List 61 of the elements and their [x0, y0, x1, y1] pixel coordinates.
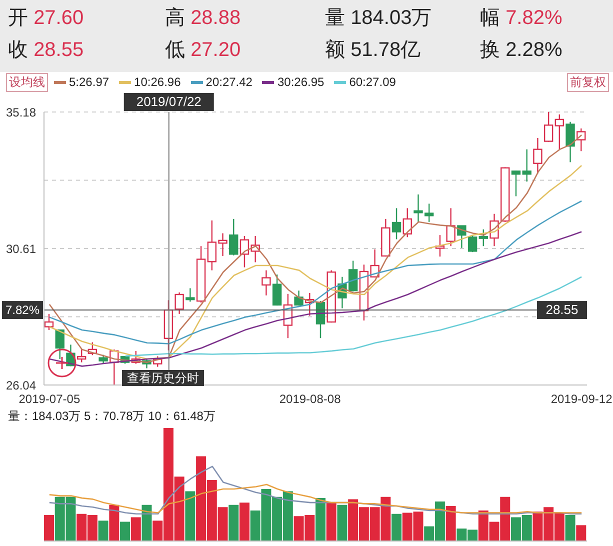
candlestick [272, 274, 282, 306]
candlestick [262, 270, 271, 296]
line-series [48, 200, 582, 344]
candlestick [446, 208, 456, 247]
line-series [124, 276, 582, 357]
bar [239, 502, 250, 541]
bar [337, 504, 348, 541]
bar [565, 515, 576, 541]
bar [44, 515, 54, 541]
bar [316, 498, 326, 541]
text: 换 2.28% [480, 39, 562, 61]
candlestick [576, 128, 586, 152]
y-tick-label: 30.61 [6, 242, 36, 256]
text: 低 27.20 [165, 39, 241, 61]
bar [392, 514, 402, 541]
candlestick [478, 228, 488, 247]
annotation: 查看历史分时 [122, 370, 204, 386]
text: 幅 7.82% [480, 7, 562, 29]
candlestick [55, 329, 64, 360]
bar [120, 522, 130, 541]
bar [326, 502, 336, 541]
ref-line-label: 28.55 [546, 302, 578, 318]
candlestick [468, 234, 478, 253]
text: 前复权 [567, 72, 609, 92]
candlestick [544, 112, 554, 142]
legend-label: 5:26.97 [68, 75, 110, 89]
x-tick-label: 2019/07/22 [136, 94, 202, 109]
candlestick [44, 313, 54, 331]
text: 设均线 [6, 72, 48, 92]
x-tick-label: 2019-08-08 [279, 392, 342, 406]
legend-label: 30:26.95 [276, 75, 324, 89]
text: 收 28.55 [8, 39, 84, 61]
legend-label: 60:27.09 [348, 75, 396, 89]
legend-label: 10:26.96 [133, 75, 181, 89]
candlestick [533, 137, 542, 174]
bar [446, 506, 456, 541]
x-tick-label: 2019-09-12 [550, 392, 613, 406]
bar [130, 517, 141, 541]
bar [98, 520, 108, 541]
candlestick [392, 208, 402, 240]
bar [109, 504, 120, 541]
candlestick [229, 218, 238, 256]
candlestick [554, 114, 564, 150]
x-tick-label: 2019-07-05 [18, 392, 80, 406]
candlestick [186, 288, 195, 302]
legend-label: 20:27.42 [204, 75, 252, 89]
bar [228, 504, 239, 541]
text: 量 184.03万 [325, 7, 432, 29]
bar [185, 491, 196, 541]
y-tick-label: 35.18 [6, 105, 36, 120]
text: 开 27.60 [8, 7, 84, 29]
candlestick [76, 348, 86, 363]
y-tick-label: 26.04 [6, 378, 36, 392]
chart-title: 量：184.03万 5：70.78万 10：61.48万 [7, 408, 216, 425]
bar [142, 504, 152, 541]
candlestick [566, 121, 575, 163]
candlestick [174, 292, 184, 315]
annotation: 7.82% [5, 303, 40, 318]
text: 高 28.88 [165, 7, 241, 29]
text: 额 51.78亿 [325, 39, 421, 61]
bar [576, 525, 586, 541]
